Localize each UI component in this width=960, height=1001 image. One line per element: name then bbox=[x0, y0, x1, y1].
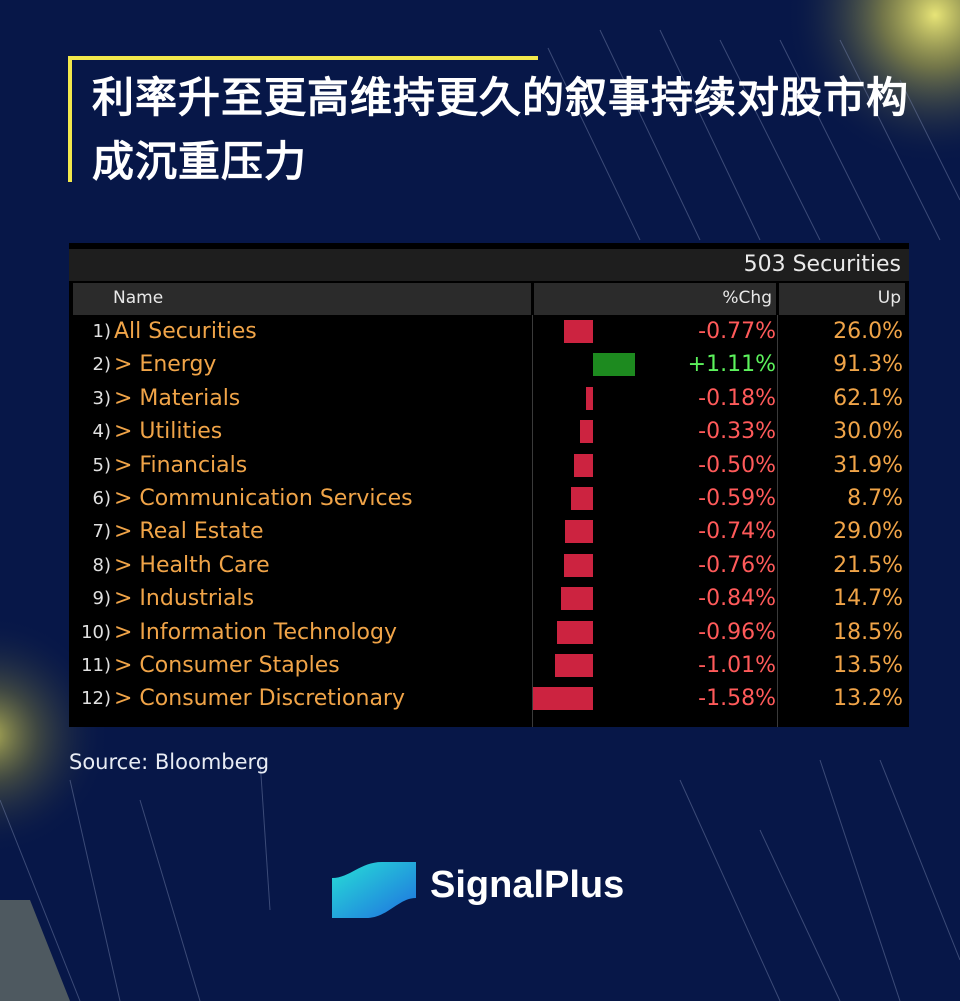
row-pct-change: -1.01% bbox=[698, 653, 776, 678]
row-name: > Information Technology bbox=[114, 619, 398, 645]
page-title: 利率升至更高维持更久的叙事持续对股市构成沉重压力 bbox=[92, 73, 910, 186]
row-pct-change: -0.84% bbox=[698, 586, 776, 612]
negative-change-bar bbox=[580, 420, 593, 444]
brand-logo: SignalPlus bbox=[330, 856, 660, 922]
row-index: 6) bbox=[92, 488, 111, 509]
row-pct-change: -0.96% bbox=[698, 619, 776, 645]
row-index: 9) bbox=[92, 588, 111, 610]
row-index: 12) bbox=[81, 688, 111, 710]
row-up-percent: 62.1% bbox=[833, 385, 903, 411]
negative-change-bar bbox=[570, 487, 593, 510]
row-name: > Communication Services bbox=[114, 486, 413, 511]
header-up: Up bbox=[779, 283, 905, 315]
row-pct-change: -0.18% bbox=[698, 385, 776, 411]
row-pct-change: -0.59% bbox=[698, 486, 776, 511]
row-pct-change: +1.11% bbox=[687, 352, 776, 378]
table-row: 4) > Utilities -0.33% 30.0% bbox=[69, 415, 909, 448]
brand-name: SignalPlus bbox=[430, 864, 625, 906]
positive-change-bar bbox=[593, 353, 636, 377]
negative-change-bar bbox=[561, 587, 593, 611]
negative-change-bar bbox=[563, 320, 593, 343]
row-up-percent: 13.5% bbox=[833, 653, 903, 678]
header-index-cell bbox=[73, 283, 109, 315]
row-up-percent: 29.0% bbox=[833, 519, 903, 545]
row-up-percent: 31.9% bbox=[833, 452, 903, 478]
row-up-percent: 13.2% bbox=[833, 686, 903, 712]
row-up-percent: 14.7% bbox=[833, 586, 903, 612]
securities-count: 503 Securities bbox=[69, 249, 909, 281]
bloomberg-table-panel: 503 Securities Name %Chg Up 1) All Securi… bbox=[69, 243, 909, 727]
row-pct-change: -0.77% bbox=[698, 319, 776, 344]
row-up-percent: 18.5% bbox=[833, 619, 903, 645]
table-row: 12) > Consumer Discretionary -1.58% 13.2% bbox=[69, 682, 909, 715]
negative-change-bar bbox=[554, 654, 593, 677]
table-row: 10) > Information Technology -0.96% 18.5% bbox=[69, 616, 909, 649]
table-row: 11) > Consumer Staples -1.01% 13.5% bbox=[69, 649, 909, 682]
row-index: 11) bbox=[81, 655, 111, 676]
table-row: 1) All Securities -0.77% 26.0% bbox=[69, 315, 909, 348]
row-index: 8) bbox=[92, 554, 111, 576]
row-pct-change: -0.74% bbox=[698, 519, 776, 545]
table-row: 8) > Health Care -0.76% 21.5% bbox=[69, 549, 909, 582]
header-chg: %Chg bbox=[534, 283, 776, 315]
row-index: 5) bbox=[92, 454, 111, 476]
row-pct-change: -0.33% bbox=[698, 419, 776, 445]
negative-change-bar bbox=[586, 386, 593, 410]
negative-change-bar bbox=[564, 553, 593, 577]
table-row: 7) > Real Estate -0.74% 29.0% bbox=[69, 515, 909, 548]
column-divider bbox=[777, 315, 778, 727]
row-name: > Financials bbox=[114, 452, 248, 478]
row-pct-change: -0.50% bbox=[698, 452, 776, 478]
table-row: 2) > Energy +1.11% 91.3% bbox=[69, 348, 909, 381]
title-accent-frame bbox=[68, 56, 538, 182]
row-up-percent: 8.7% bbox=[847, 486, 903, 511]
column-divider bbox=[532, 315, 533, 727]
row-pct-change: -0.76% bbox=[698, 552, 776, 578]
negative-change-bar bbox=[556, 620, 593, 644]
table-row: 5) > Financials -0.50% 31.9% bbox=[69, 449, 909, 482]
row-pct-change: -1.58% bbox=[698, 686, 776, 712]
row-index: 1) bbox=[92, 321, 111, 342]
row-index: 10) bbox=[81, 621, 111, 643]
negative-change-bar bbox=[564, 520, 593, 544]
table-row: 3) > Materials -0.18% 62.1% bbox=[69, 382, 909, 415]
row-name: All Securities bbox=[114, 319, 257, 344]
table-row: 9) > Industrials -0.84% 14.7% bbox=[69, 582, 909, 615]
row-index: 2) bbox=[92, 354, 111, 376]
row-up-percent: 30.0% bbox=[833, 419, 903, 445]
table-header: Name %Chg Up bbox=[69, 283, 909, 315]
row-name: > Health Care bbox=[114, 552, 270, 578]
signalplus-logo-icon bbox=[332, 862, 416, 918]
row-up-percent: 91.3% bbox=[833, 352, 903, 378]
row-up-percent: 26.0% bbox=[833, 319, 903, 344]
source-note: Source: Bloomberg bbox=[69, 750, 270, 774]
row-index: 3) bbox=[92, 387, 111, 409]
row-name: > Utilities bbox=[114, 419, 223, 445]
row-up-percent: 21.5% bbox=[833, 552, 903, 578]
row-index: 4) bbox=[92, 421, 111, 443]
table-row: 6) > Communication Services -0.59% 8.7% bbox=[69, 482, 909, 515]
row-name: > Energy bbox=[114, 352, 217, 378]
row-name: > Real Estate bbox=[114, 519, 264, 545]
row-index: 7) bbox=[92, 521, 111, 543]
row-name: > Industrials bbox=[114, 586, 255, 612]
row-name: > Consumer Discretionary bbox=[114, 686, 405, 712]
row-name: > Materials bbox=[114, 385, 241, 411]
header-name: Name bbox=[109, 283, 531, 315]
negative-change-bar bbox=[532, 687, 593, 711]
row-name: > Consumer Staples bbox=[114, 653, 340, 678]
negative-change-bar bbox=[574, 453, 593, 477]
